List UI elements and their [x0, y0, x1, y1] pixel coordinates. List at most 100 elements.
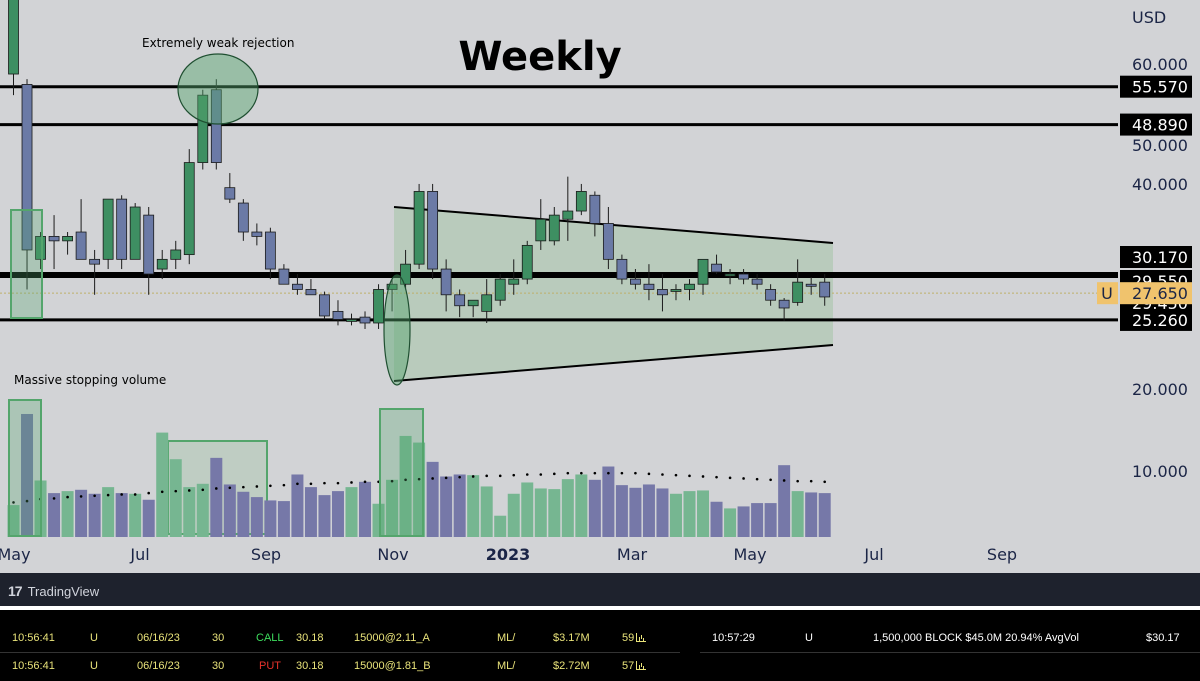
candle[interactable]: [481, 279, 493, 323]
volume-ma-dot: [485, 474, 489, 478]
volume-bar: [61, 491, 74, 537]
candle[interactable]: [8, 0, 19, 96]
block-description: 1,500,000 BLOCK $45.0M 20.94% AvgVol: [873, 632, 1079, 644]
candle[interactable]: [765, 284, 777, 306]
candle[interactable]: [562, 176, 574, 241]
candle[interactable]: [237, 199, 249, 241]
candle[interactable]: [454, 289, 466, 318]
bar-chart-icon[interactable]: [636, 633, 647, 642]
candle[interactable]: [21, 79, 33, 290]
volume-ma-dot: [701, 475, 705, 478]
price-level-tag[interactable]: 48.890: [1120, 113, 1192, 136]
candle[interactable]: [413, 183, 425, 270]
candle[interactable]: [684, 279, 695, 301]
candle[interactable]: [427, 183, 439, 280]
candle[interactable]: [89, 249, 101, 295]
candle[interactable]: [305, 279, 317, 296]
candle[interactable]: [575, 183, 587, 216]
candle[interactable]: [346, 313, 357, 326]
candle[interactable]: [278, 264, 290, 285]
candle[interactable]: [373, 284, 384, 329]
candle[interactable]: [440, 259, 452, 312]
price-level-tag[interactable]: 25.260: [1120, 308, 1192, 331]
options-flow-row[interactable]: 10:56:41 U 06/16/23 30 PUT 30.18 15000@1…: [0, 652, 680, 680]
candle-body: [102, 198, 114, 260]
annotation-stopping-volume: Massive stopping volume: [14, 373, 166, 387]
candle[interactable]: [35, 232, 46, 270]
price-tag-text: 25.260: [1132, 311, 1188, 330]
flow-expiry: 06/16/23: [137, 632, 180, 644]
volume-layer: [7, 413, 831, 537]
candle[interactable]: [657, 274, 668, 312]
candle[interactable]: [778, 298, 790, 321]
block-trade-row[interactable]: 10:57:29 U 1,500,000 BLOCK $45.0M 20.94%…: [700, 624, 1200, 653]
candle[interactable]: [264, 227, 276, 280]
flow-premium: $2.72M: [553, 660, 590, 672]
candle[interactable]: [724, 269, 736, 285]
options-flow-row[interactable]: 10:56:41 U 06/16/23 30 CALL 30.18 15000@…: [0, 624, 680, 653]
candle[interactable]: [630, 269, 641, 290]
price-level-tag[interactable]: 30.170: [1120, 246, 1192, 268]
volume-ma-dot: [593, 471, 597, 475]
candle[interactable]: [670, 284, 682, 301]
volume-ma-dot: [52, 497, 56, 500]
volume-bar: [129, 493, 142, 537]
volume-bar: [48, 493, 61, 537]
candle[interactable]: [129, 203, 141, 260]
flow-score-value: 59: [622, 632, 635, 644]
candle-body: [535, 218, 547, 242]
candle[interactable]: [467, 299, 479, 318]
candle[interactable]: [170, 240, 182, 270]
current-price-tag[interactable]: U 27.650: [1097, 282, 1192, 305]
candle[interactable]: [359, 311, 371, 329]
volume-bar: [115, 493, 128, 537]
time-axis-tick: 2023: [486, 545, 531, 564]
candle[interactable]: [616, 254, 628, 285]
candle[interactable]: [602, 207, 614, 270]
candle[interactable]: [102, 198, 114, 270]
candle[interactable]: [494, 274, 506, 306]
candle[interactable]: [792, 259, 804, 306]
candle[interactable]: [319, 291, 330, 320]
weekly-price-chart[interactable]: 60.000 40.000 20.000 10.000 50.000 55.570 48.8…: [0, 0, 1200, 573]
volume-ma-dot: [566, 471, 570, 475]
candle[interactable]: [183, 149, 195, 265]
tradingview-logo[interactable]: 17 TradingView: [8, 583, 99, 599]
volume-ma-dot: [417, 477, 421, 481]
candle[interactable]: [156, 249, 168, 280]
bar-chart-icon[interactable]: [636, 661, 647, 670]
chart-area[interactable]: 60.000 40.000 20.000 10.000 50.000 55.570 48.8…: [0, 0, 1200, 573]
candle[interactable]: [332, 300, 344, 326]
candle[interactable]: [251, 223, 263, 246]
candle[interactable]: [62, 232, 73, 255]
candle[interactable]: [819, 274, 831, 306]
candle[interactable]: [292, 274, 303, 295]
tradingview-name: TradingView: [27, 583, 100, 599]
candle[interactable]: [197, 89, 209, 170]
triangle-lower-trendline: [393, 344, 834, 382]
candle[interactable]: [48, 215, 60, 270]
candle[interactable]: [805, 277, 817, 295]
candle[interactable]: [521, 240, 533, 285]
candle[interactable]: [548, 207, 560, 246]
candle[interactable]: [116, 195, 128, 270]
volume-bar: [615, 485, 628, 537]
candle[interactable]: [508, 259, 520, 295]
candle[interactable]: [711, 254, 722, 275]
candle[interactable]: [589, 191, 601, 237]
price-axis-tick: 20.000: [1132, 380, 1188, 399]
candle[interactable]: [224, 173, 236, 204]
volume-ma-dot: [823, 480, 826, 484]
volume-bar: [277, 501, 290, 537]
candle[interactable]: [400, 249, 411, 290]
candle[interactable]: [697, 258, 709, 295]
candle[interactable]: [751, 274, 763, 290]
candle[interactable]: [75, 199, 87, 260]
candle[interactable]: [535, 199, 547, 250]
candle[interactable]: [386, 279, 398, 312]
price-level-tag[interactable]: 55.570: [1120, 75, 1192, 98]
candle[interactable]: [643, 264, 655, 301]
candle-body: [346, 319, 357, 322]
candle[interactable]: [143, 207, 155, 295]
candle[interactable]: [738, 269, 749, 285]
